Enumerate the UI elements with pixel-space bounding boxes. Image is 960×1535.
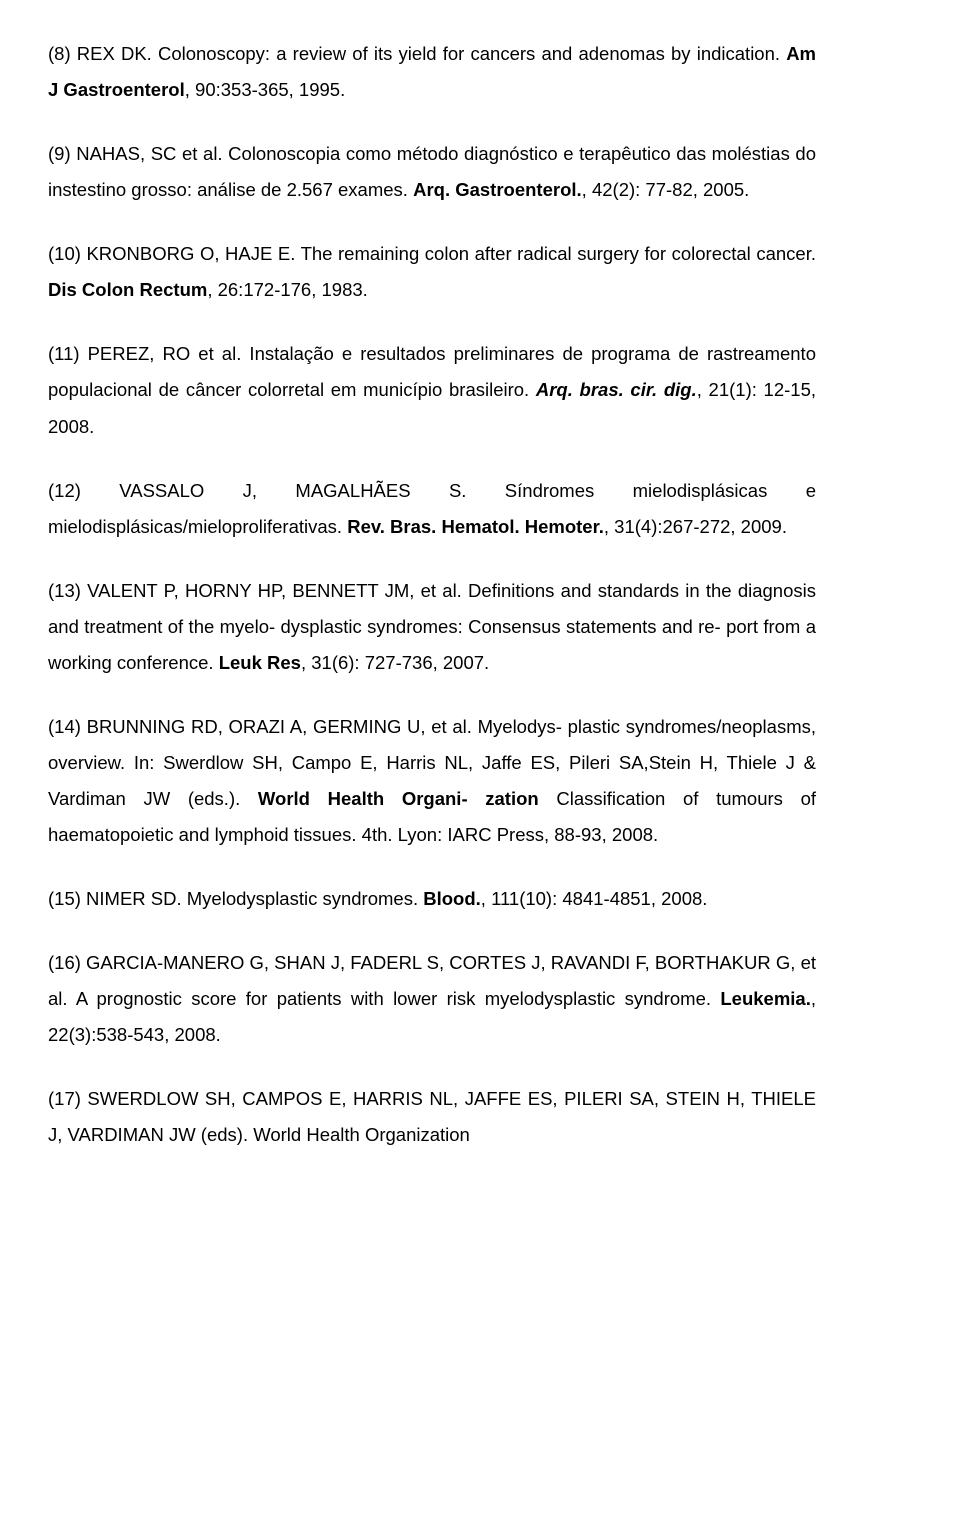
ref-journal: Arq. Gastroenterol. (413, 179, 582, 200)
ref-journal: Arq. bras. cir. dig. (536, 379, 697, 400)
reference-16: (16) GARCIA-MANERO G, SHAN J, FADERL S, … (48, 945, 816, 1053)
ref-text: , 26:172-176, 1983. (207, 279, 367, 300)
ref-journal: Leuk Res (219, 652, 301, 673)
ref-journal: Blood. (423, 888, 481, 909)
ref-text: , 90:353-365, 1995. (185, 79, 345, 100)
reference-10: (10) KRONBORG O, HAJE E. The remaining c… (48, 236, 816, 308)
ref-journal: Dis Colon Rectum (48, 279, 207, 300)
ref-text: , 31(6): 727-736, 2007. (301, 652, 489, 673)
ref-text: (10) KRONBORG O, HAJE E. The remaining c… (48, 243, 816, 264)
reference-8: (8) REX DK. Colonoscopy: a review of its… (48, 36, 816, 108)
ref-text: (17) SWERDLOW SH, CAMPOS E, HARRIS NL, J… (48, 1088, 816, 1145)
ref-journal: World Health Organi- zation (258, 788, 556, 809)
ref-text: (15) NIMER SD. Myelodysplastic syndromes… (48, 888, 423, 909)
reference-9: (9) NAHAS, SC et al. Colonoscopia como m… (48, 136, 816, 208)
reference-12: (12) VASSALO J, MAGALHÃES S. Síndromes m… (48, 473, 816, 545)
reference-11: (11) PEREZ, RO et al. Instalação e resul… (48, 336, 816, 444)
ref-text: , 111(10): 4841-4851, 2008. (481, 888, 708, 909)
reference-13: (13) VALENT P, HORNY HP, BENNETT JM, et … (48, 573, 816, 681)
ref-text: , 31(4):267-272, 2009. (604, 516, 787, 537)
ref-text: (8) REX DK. Colonoscopy: a review of its… (48, 43, 786, 64)
reference-14: (14) BRUNNING RD, ORAZI A, GERMING U, et… (48, 709, 816, 853)
ref-text: (16) GARCIA-MANERO G, SHAN J, FADERL S, … (48, 952, 816, 1009)
reference-17: (17) SWERDLOW SH, CAMPOS E, HARRIS NL, J… (48, 1081, 816, 1153)
ref-journal: Rev. Bras. Hematol. Hemoter. (347, 516, 604, 537)
ref-text: , 42(2): 77-82, 2005. (582, 179, 750, 200)
ref-journal: Leukemia. (720, 988, 811, 1009)
reference-15: (15) NIMER SD. Myelodysplastic syndromes… (48, 881, 816, 917)
